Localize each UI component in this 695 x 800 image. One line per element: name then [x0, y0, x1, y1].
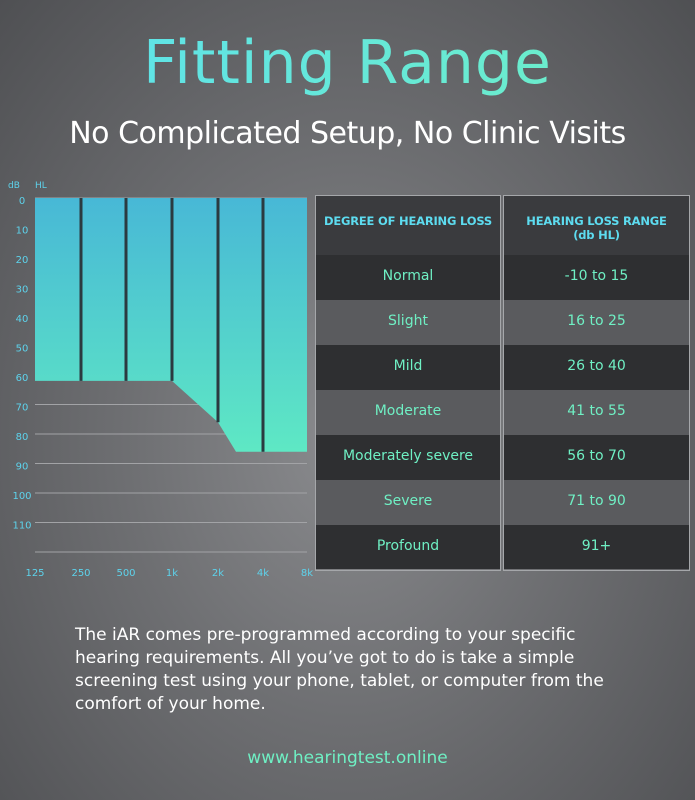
- x-tick-label: 4k: [257, 568, 269, 579]
- table-row-bg: [316, 480, 500, 525]
- x-tick-label: 8k: [301, 568, 313, 579]
- table-row-bg: [504, 480, 689, 525]
- y-axis-unit: HL: [35, 181, 47, 191]
- page-subtitle: No Complicated Setup, No Clinic Visits: [69, 116, 626, 151]
- y-tick-label: 50: [16, 344, 29, 355]
- table-cell-range: -10 to 15: [564, 268, 629, 284]
- table-cell-range: 16 to 25: [567, 313, 626, 329]
- hearing-loss-table: DEGREE OF HEARING LOSS HEARING LOSS RANGE…: [315, 195, 690, 571]
- table-cell-range: 71 to 90: [567, 493, 626, 509]
- table-cell-degree: Slight: [388, 313, 428, 329]
- y-tick-label: 100: [12, 491, 31, 502]
- table-column-border: [503, 195, 690, 571]
- table-header-bg: [316, 196, 500, 255]
- frequency-dividers: [79, 198, 265, 452]
- table-row-bg: [316, 300, 500, 345]
- table-row-bg: [504, 435, 689, 480]
- table-cell-degree: Profound: [376, 538, 440, 554]
- table-cell-range: 26 to 40: [567, 358, 626, 374]
- table-cell-degree: Normal: [382, 268, 434, 284]
- y-tick-label: 40: [16, 314, 29, 325]
- table-column-border: [315, 195, 501, 571]
- table-row-bg: [504, 525, 689, 569]
- x-tick-label: 500: [116, 568, 135, 579]
- table-row-bg: [504, 300, 689, 345]
- table-cell-range: 41 to 55: [567, 403, 626, 419]
- y-tick-label: 0: [19, 196, 25, 207]
- table-cell-degree: Moderate: [374, 403, 442, 419]
- table-background: [315, 195, 690, 571]
- y-tick-label: 80: [16, 432, 29, 443]
- table-row-bg: [316, 435, 500, 480]
- x-tick-label: 250: [71, 568, 90, 579]
- x-tick-label: 2k: [212, 568, 224, 579]
- y-tick-label: 110: [12, 521, 31, 532]
- table-cell-degree: Moderately severe: [342, 448, 474, 464]
- table-cell-degree: Mild: [393, 358, 423, 374]
- table-row-bg: [316, 525, 500, 569]
- table-row-bg: [504, 390, 689, 435]
- audiogram-chart: 0 10 20 30 40 50 60 70 80 90 100 110 125 250 500 1k 2k 4…: [12, 196, 313, 579]
- y-tick-labels: 0 10 20 30 40 50 60 70 80 90 100 110: [12, 196, 31, 532]
- table-header-degree: DEGREE OF HEARING LOSS: [324, 214, 492, 228]
- x-tick-labels: 125 250 500 1k 2k 4k 8k: [25, 568, 313, 579]
- y-tick-label: 20: [16, 255, 29, 266]
- table-row-bg: [316, 345, 500, 390]
- page-title: Fitting Range: [0, 28, 695, 98]
- table-row-bg: [504, 255, 689, 300]
- table-cell-range: 91+: [581, 538, 612, 554]
- table-cell-range: 56 to 70: [567, 448, 626, 464]
- table-header-bg: [504, 196, 689, 255]
- table-cell-degree: Severe: [383, 493, 433, 509]
- y-tick-label: 70: [16, 403, 29, 414]
- website-link[interactable]: www.hearingtest.online: [247, 748, 448, 768]
- table-row-bg: [316, 255, 500, 300]
- x-tick-label: 125: [25, 568, 44, 579]
- y-tick-label: 90: [16, 462, 29, 473]
- x-tick-label: 1k: [166, 568, 178, 579]
- table-header-range: HEARING LOSS RANGE (db HL): [526, 214, 667, 242]
- y-axis-label: dB: [8, 181, 20, 191]
- description-text: The iAR comes pre-programmed according t…: [75, 625, 604, 714]
- y-tick-label: 60: [16, 373, 29, 384]
- y-tick-label: 30: [16, 285, 29, 296]
- table-row-bg: [504, 345, 689, 390]
- y-tick-label: 10: [16, 226, 29, 237]
- table-row-bg: [316, 390, 500, 435]
